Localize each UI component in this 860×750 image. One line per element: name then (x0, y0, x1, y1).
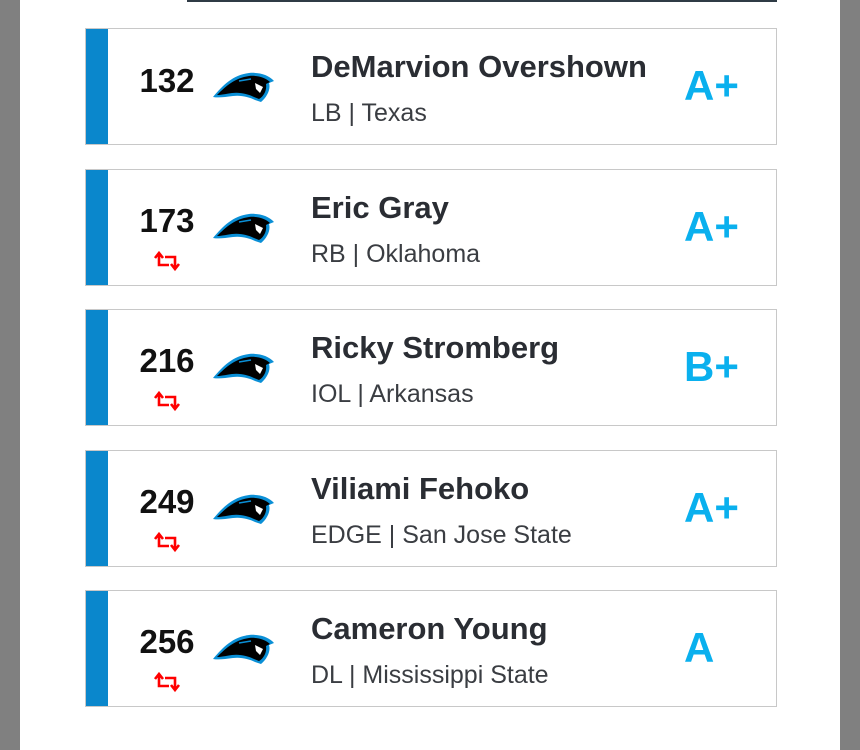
player-position-school: IOL | Arkansas (311, 380, 474, 408)
pick-card[interactable]: 132 DeMarvion Overshown LB | Texas A+ (85, 28, 777, 145)
player-name: Ricky Stromberg (311, 330, 560, 365)
trade-icon (153, 671, 181, 693)
pick-number: 132 (139, 62, 195, 99)
pick-card[interactable]: 256 Cameron Young DL | Mississippi State… (85, 590, 777, 707)
team-color-bar (86, 29, 108, 144)
draft-grade: A+ (684, 483, 739, 531)
team-color-bar (86, 169, 108, 285)
player-position-school: RB | Oklahoma (311, 239, 481, 268)
pick-number: 173 (139, 201, 195, 239)
pick-number: 216 (139, 342, 195, 379)
panthers-logo-icon (213, 634, 274, 664)
panthers-logo-icon (213, 213, 274, 243)
player-name: Eric Gray (311, 189, 449, 225)
team-color-bar (86, 450, 108, 566)
player-name: Cameron Young (311, 611, 548, 646)
draft-grade: A+ (684, 62, 739, 109)
draft-grade: B+ (684, 343, 739, 390)
divider (187, 0, 777, 2)
team-color-bar (86, 310, 108, 425)
player-position-school: DL | Mississippi State (311, 661, 549, 689)
player-name: DeMarvion Overshown (311, 49, 647, 84)
trade-icon (153, 390, 181, 412)
panthers-logo-icon (213, 72, 274, 102)
pick-card[interactable]: 216 Ricky Stromberg IOL | Arkansas B+ (85, 309, 777, 426)
pick-number: 249 (139, 482, 195, 520)
draft-grade: A+ (684, 202, 739, 250)
pick-number: 256 (139, 623, 195, 660)
player-position-school: EDGE | San Jose State (311, 520, 572, 549)
player-name: Viliami Fehoko (311, 470, 530, 506)
trade-icon (153, 250, 181, 271)
panthers-logo-icon (213, 353, 274, 383)
player-position-school: LB | Texas (311, 99, 427, 127)
draft-grade: A (684, 624, 715, 671)
trade-icon (153, 531, 181, 552)
pick-card[interactable]: 249 Viliami Fehoko EDGE | San Jose State… (85, 449, 777, 567)
panthers-logo-icon (213, 494, 274, 524)
team-color-bar (86, 591, 108, 706)
pick-card[interactable]: 173 Eric Gray RB | Oklahoma A+ (85, 168, 777, 286)
